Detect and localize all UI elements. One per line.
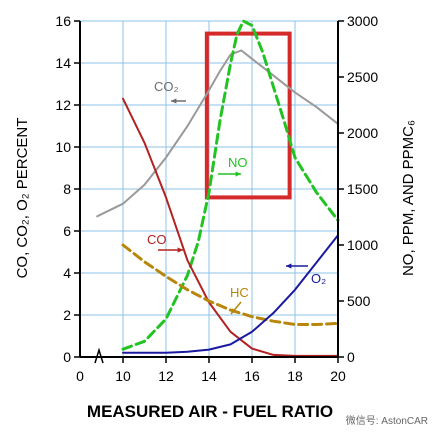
x-tick-label: 20 (330, 368, 346, 384)
hc-arrow-head (231, 308, 237, 314)
axis-break-mark (94, 347, 104, 364)
co-series-label: CO (147, 232, 167, 247)
no-arrow-head (235, 171, 241, 177)
series-lines (96, 19, 340, 357)
y-left-tick-label: 2 (63, 307, 71, 323)
watermark-text: 微信号: AstonCAR (346, 414, 428, 427)
y-axis-right-label: NO, PPM, AND PPMC₆ (400, 120, 417, 276)
x-tick-label: 0 (76, 368, 84, 384)
x-tick-label: 16 (244, 368, 260, 384)
y-right-tick-label: 500 (347, 293, 371, 309)
x-axis-label: MEASURED AIR - FUEL RATIO (87, 402, 333, 421)
y-right-tick-label: 1000 (347, 237, 378, 253)
co2-arrow-head (171, 98, 177, 104)
hc-series-label: HC (230, 285, 249, 300)
y-left-tick-label: 16 (55, 13, 71, 29)
co-arrow-head (177, 247, 183, 253)
y-right-tick-label: 1500 (347, 181, 378, 197)
y-right-tick-label: 2000 (347, 125, 378, 141)
y-right-tick-label: 0 (347, 349, 355, 365)
y-left-tick-label: 12 (55, 97, 71, 113)
series-line-co (122, 97, 339, 357)
x-tick-label: 14 (201, 368, 217, 384)
o2-series-label: O₂ (311, 271, 326, 286)
x-tick-label: 18 (287, 368, 303, 384)
y-left-tick-label: 10 (55, 139, 71, 155)
series-line-no (121, 19, 340, 351)
highlight-rectangle (204, 31, 292, 200)
x-tick-label: 10 (115, 368, 131, 384)
series-line-hc (121, 243, 340, 326)
y-right-tick-label: 3000 (347, 13, 378, 29)
o2-arrow-head (286, 263, 292, 269)
y-right-tick-label: 2500 (347, 69, 378, 85)
y-left-tick-label: 8 (63, 181, 71, 197)
y-left-tick-label: 14 (55, 55, 71, 71)
highlight-box (204, 31, 292, 200)
series-line-co (96, 49, 339, 218)
x-tick-label: 12 (158, 368, 174, 384)
series-line-o (122, 234, 339, 354)
co2-series-label: CO₂ (154, 79, 179, 94)
y-left-tick-label: 0 (63, 349, 71, 365)
y-left-tick-label: 6 (63, 223, 71, 239)
no-series-label: NO (228, 155, 248, 170)
axes: 0 2 4 6 8 10 12 14 16 0 500 1000 1500 2000 2500 3000 0 10… (55, 13, 378, 384)
y-left-tick-label: 4 (63, 265, 71, 281)
y-axis-left-label: CO, CO₂, O₂ PERCENT (14, 118, 31, 279)
series-labels: CO₂ NO CO HC O₂ (147, 79, 326, 315)
